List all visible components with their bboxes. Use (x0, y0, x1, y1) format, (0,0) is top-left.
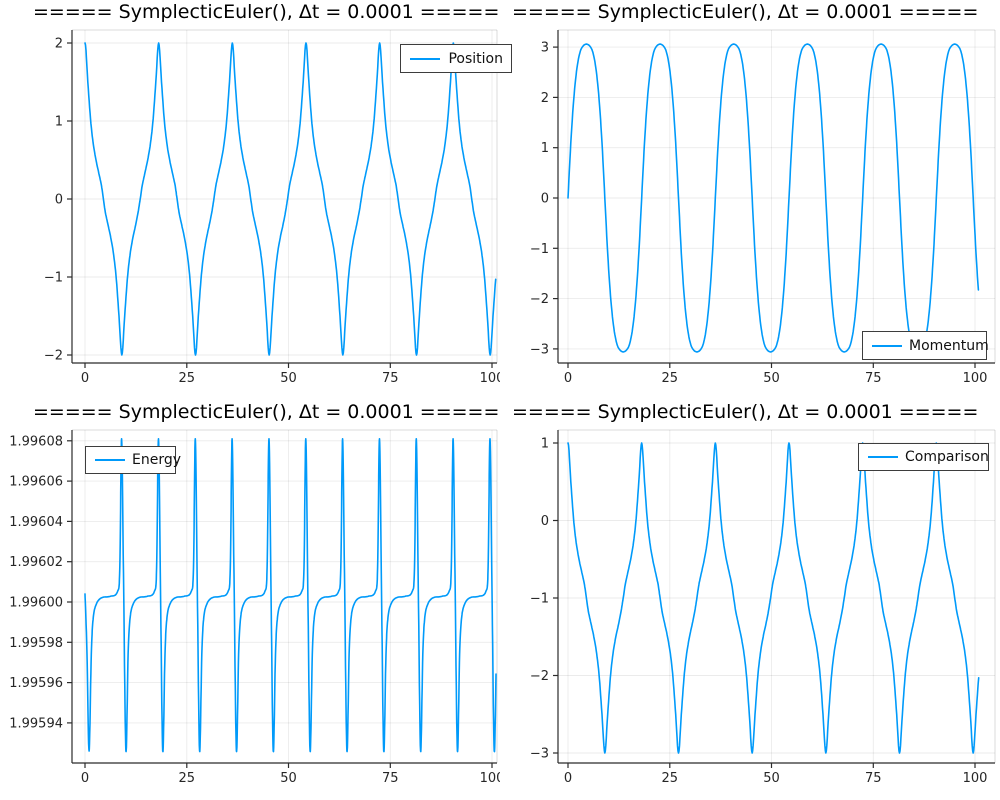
y-tick-label: 2 (55, 37, 63, 52)
plot-title-position: ===== SymplecticEuler(), Δt = 0.0001 ===… (33, 1, 500, 23)
legend-energy: Energy (85, 446, 181, 474)
legend-position: Position (400, 44, 512, 73)
y-tick-label: 1.99608 (9, 434, 63, 449)
plot-frame (558, 29, 996, 363)
y-tick-label: 1.99604 (9, 515, 63, 530)
tick-labels: 0 25 50 75 100 1 0 −1 −2 −3 (530, 437, 988, 787)
series-line-comparison (567, 442, 980, 754)
x-tick-label: 50 (763, 771, 780, 786)
legend-line-sample (410, 57, 440, 60)
plot-canvas-momentum: 0 25 50 75 100 3 2 1 0 −1 −2 −3 (530, 29, 996, 386)
x-tick-label: 100 (480, 771, 500, 786)
x-tick-label: 100 (963, 371, 988, 386)
x-tick-label: 100 (963, 771, 988, 786)
x-tick-label: 75 (865, 771, 882, 786)
plot-canvas-comparison: 0 25 50 75 100 1 0 −1 −2 −3 (530, 429, 996, 787)
y-tick-label: 1.99594 (9, 716, 63, 731)
y-tick-label: 0 (55, 193, 63, 208)
x-tick-label: 25 (662, 371, 679, 386)
axes-spines (553, 30, 995, 368)
legend-label: Energy (132, 452, 182, 468)
y-tick-label: 1.99606 (9, 475, 63, 490)
y-tick-label: 0 (541, 192, 549, 207)
tick-labels: 0 25 50 75 100 1.99608 1.99606 1.99604 1.99602 1.… (9, 434, 500, 786)
y-tick-label: 3 (541, 41, 549, 56)
y-tick-label: −3 (530, 747, 549, 762)
grid (72, 430, 497, 763)
legend-line-sample (868, 456, 898, 458)
x-tick-label: 75 (382, 371, 399, 386)
legend-label: Momentum (909, 337, 989, 354)
x-tick-label: 50 (763, 371, 780, 386)
y-tick-label: −3 (530, 342, 549, 357)
x-tick-label: 25 (179, 371, 196, 386)
y-tick-label: −2 (530, 292, 549, 307)
x-tick-label: 0 (564, 771, 572, 786)
legend-label: Position (448, 50, 503, 67)
y-tick-label: 1.99600 (9, 596, 63, 611)
y-tick-label: 1.99602 (9, 555, 63, 570)
plot-frame (72, 429, 498, 763)
y-tick-label: 1 (541, 141, 549, 156)
plot-title-momentum: ===== SymplecticEuler(), Δt = 0.0001 ===… (512, 1, 979, 23)
legend-line-sample (95, 459, 125, 461)
x-tick-label: 0 (81, 371, 89, 386)
plot-panel-position: 0 25 50 75 100 2 1 0 −1 −2 (0, 0, 500, 400)
plot-panel-energy: 0 25 50 75 100 1.99608 1.99606 1.99604 1.99602 1.… (0, 400, 500, 800)
x-tick-label: 100 (480, 371, 500, 386)
grid (72, 30, 497, 363)
series-line-position (84, 42, 497, 356)
plot-title-comparison: ===== SymplecticEuler(), Δt = 0.0001 ===… (512, 401, 979, 423)
x-tick-label: 25 (179, 771, 196, 786)
legend-line-sample (872, 344, 902, 347)
plot-canvas-energy: 0 25 50 75 100 1.99608 1.99606 1.99604 1.99602 1.… (9, 429, 500, 786)
y-tick-label: −1 (530, 242, 549, 257)
y-tick-label: 2 (541, 91, 549, 106)
x-tick-label: 0 (81, 771, 89, 786)
plot-panel-momentum: 0 25 50 75 100 3 2 1 0 −1 −2 −3 (500, 0, 1000, 400)
y-tick-label: 0 (541, 514, 549, 529)
legend-momentum: Momentum (862, 331, 989, 360)
x-tick-label: 75 (382, 771, 399, 786)
grid (558, 30, 995, 363)
x-tick-label: 50 (280, 771, 297, 786)
x-tick-label: 75 (865, 371, 882, 386)
plot-canvas-position: 0 25 50 75 100 2 1 0 −1 −2 (44, 29, 500, 387)
plot-panel-comparison: 0 25 50 75 100 1 0 −1 −2 −3 (500, 400, 1000, 800)
series-line-energy (84, 438, 497, 753)
plot-title-energy: ===== SymplecticEuler(), Δt = 0.0001 ===… (33, 401, 500, 423)
axes-spines (553, 430, 995, 768)
y-tick-label: 1 (541, 437, 549, 452)
x-tick-label: 50 (280, 371, 297, 386)
y-tick-label: −1 (44, 271, 63, 286)
axes-spines (67, 430, 497, 768)
tick-labels: 0 25 50 75 100 2 1 0 −1 −2 (44, 37, 500, 387)
y-tick-label: −2 (44, 349, 63, 364)
y-tick-label: 1 (55, 115, 63, 130)
y-tick-label: −2 (530, 669, 549, 684)
legend-comparison: Comparison (858, 443, 989, 471)
axes-spines (67, 30, 497, 368)
x-tick-label: 0 (564, 371, 572, 386)
y-tick-label: −1 (530, 592, 549, 607)
y-tick-label: 1.99598 (9, 636, 63, 651)
legend-label: Comparison (905, 449, 989, 465)
plot-frame (558, 429, 996, 763)
plot-frame (72, 29, 498, 363)
tick-labels: 0 25 50 75 100 3 2 1 0 −1 −2 −3 (530, 41, 988, 386)
x-tick-label: 25 (662, 771, 679, 786)
y-tick-label: 1.99596 (9, 676, 63, 691)
